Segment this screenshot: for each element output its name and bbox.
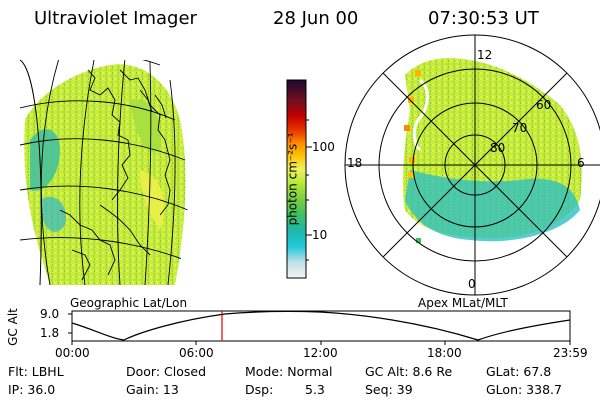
colorbar-label-10: 10: [312, 228, 328, 242]
time-label: 07:30:53 UT: [428, 8, 539, 29]
orbit-frame: [71, 310, 571, 342]
gc-alt-label: GC Alt: 8.6 Re: [365, 364, 453, 379]
mode-label: Mode: Normal: [245, 364, 333, 379]
orbit-altitude-curve: [71, 310, 571, 341]
globe-coastlines: [59, 69, 171, 281]
instrument-title: Ultraviolet Imager: [34, 8, 197, 29]
glat-label: GLat: 67.8: [486, 364, 552, 379]
dsp-label: Dsp:: [245, 382, 274, 397]
lat-label-70: 70: [512, 121, 528, 135]
orbit-xtick-0600: 06:00: [179, 346, 214, 360]
dsp-value: 5.3: [305, 382, 325, 397]
colorbar-label-100: 100: [312, 140, 335, 154]
mlt-label-0: 0: [468, 277, 476, 291]
orbit-xtick-0000: 00:00: [55, 346, 90, 360]
lat-label-80: 80: [490, 141, 506, 155]
orbit-ytick-1-8: 1.8: [40, 326, 60, 340]
orbit-x-ticks: [71, 341, 571, 345]
mlt-label-18: 18: [347, 156, 363, 170]
door-label: Door: Closed: [126, 364, 207, 379]
lat-label-60: 60: [536, 98, 552, 112]
orbit-axis-label: GC Alt: [5, 308, 20, 346]
colorbar: [286, 79, 307, 279]
globe-caption: Geographic Lat/Lon: [70, 296, 188, 310]
mlt-label-6: 6: [577, 156, 585, 170]
filter-label: Flt: LBHL: [8, 364, 64, 379]
polar-caption: Apex MLat/MLT: [418, 296, 508, 310]
orbit-ytick-9: 9.0: [40, 307, 60, 321]
polar-grid: [344, 34, 600, 296]
date-label: 28 Jun 00: [273, 8, 359, 29]
orbit-xtick-1200: 12:00: [303, 346, 338, 360]
gain-label: Gain: 13: [126, 382, 179, 397]
orbit-xtick-1800: 18:00: [427, 346, 462, 360]
glon-label: GLon: 338.7: [486, 382, 562, 397]
orbit-xtick-2359: 23:59: [553, 346, 588, 360]
colorbar-unit-label: photon cm⁻²s⁻¹: [285, 132, 300, 226]
mlt-label-12: 12: [477, 48, 493, 62]
globe-limb: [19, 59, 42, 286]
seq-label: Seq: 39: [365, 382, 413, 397]
globe-image: [24, 64, 186, 285]
ip-label: IP: 36.0: [8, 382, 56, 397]
